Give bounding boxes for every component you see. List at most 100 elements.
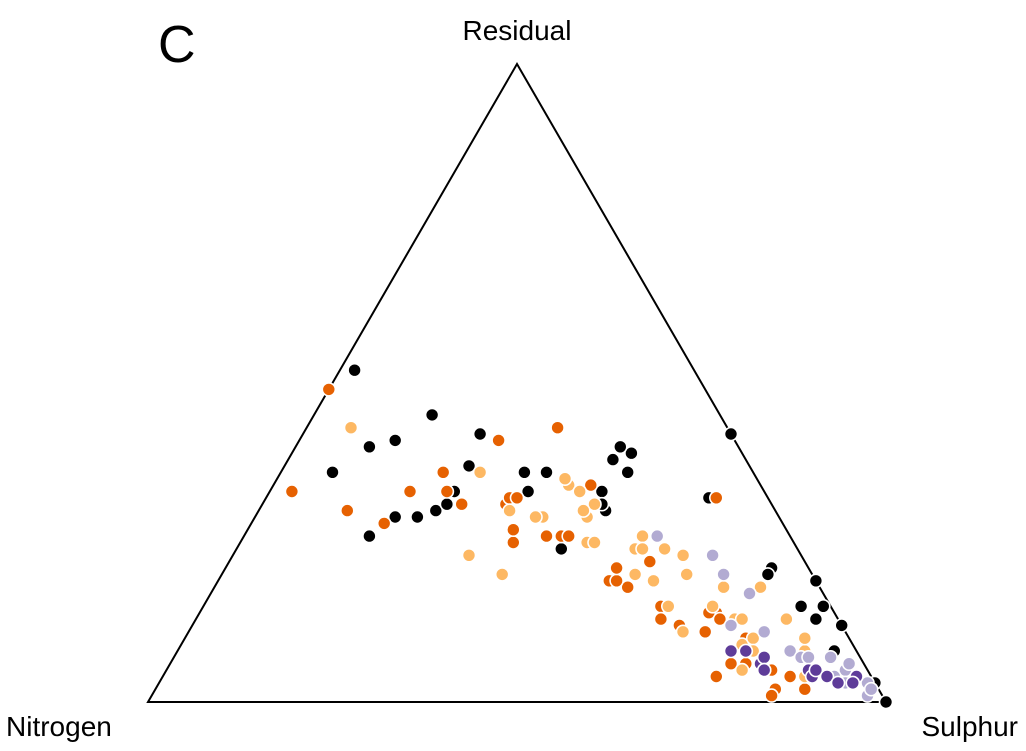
- data-point-dark_orange-5: [439, 484, 455, 499]
- vertex-label-top: Residual: [463, 15, 572, 46]
- data-point-black-26: [793, 598, 809, 614]
- data-point-light_purple-1: [705, 547, 720, 563]
- data-point-dark_orange-11: [509, 490, 525, 506]
- data-point-dark_orange-28: [764, 688, 779, 703]
- data-point-light_orange-1: [461, 547, 477, 563]
- data-point-black-3: [362, 528, 377, 544]
- data-point-black-7: [362, 439, 377, 455]
- data-point-light_orange-20: [734, 611, 750, 627]
- data-point-light_orange-10: [528, 509, 543, 525]
- data-point-black-14: [424, 407, 440, 423]
- data-point-black-1: [428, 503, 444, 518]
- data-point-light_orange-2: [494, 567, 510, 582]
- data-point-light_orange-37: [635, 541, 650, 557]
- data-point-light_orange-26: [753, 579, 768, 595]
- data-point-light_purple-14: [801, 649, 816, 665]
- data-point-dark_orange-24: [708, 669, 724, 684]
- data-point-dark_orange-37: [609, 560, 624, 576]
- data-point-light_orange-31: [576, 503, 591, 518]
- panel-label: C: [158, 16, 196, 74]
- data-point-dark_orange-7: [454, 496, 470, 512]
- data-point-light_orange-36: [660, 598, 676, 614]
- data-point-dark_purple-10: [830, 675, 846, 691]
- data-point-black-30: [808, 573, 824, 589]
- data-point-dark_orange-4: [402, 484, 418, 499]
- data-point-black-5: [387, 509, 403, 525]
- vertex-label-left: Nitrogen: [6, 711, 112, 742]
- data-point-dark_purple-9: [819, 669, 835, 684]
- data-point-light_purple-3: [742, 586, 757, 601]
- data-point-black-13: [539, 464, 554, 480]
- data-point-light_orange-24: [797, 630, 813, 646]
- data-point-light_orange-33: [627, 567, 643, 582]
- data-point-light_orange-17: [675, 547, 691, 563]
- data-point-light_purple-0: [649, 528, 665, 544]
- data-point-light_purple-4: [723, 618, 739, 633]
- data-point-black-11: [520, 484, 536, 499]
- data-point-black-10: [347, 362, 362, 378]
- data-point-black-21: [624, 445, 639, 461]
- data-point-dark_orange-1: [284, 484, 300, 499]
- data-point-light_orange-27: [734, 662, 750, 678]
- data-point-light_orange-4: [472, 464, 488, 480]
- data-point-dark_purple-8: [808, 662, 824, 678]
- data-point-light_orange-14: [635, 528, 650, 544]
- data-point-dark_purple-0: [723, 643, 739, 659]
- data-point-light_orange-25: [779, 611, 794, 627]
- data-point-dark_orange-18: [620, 579, 636, 595]
- data-point-light_orange-13: [587, 496, 602, 512]
- data-point-black-31: [834, 618, 850, 633]
- data-point-dark_orange-34: [583, 477, 599, 493]
- data-point-black-36: [760, 567, 776, 582]
- data-point-black-9: [461, 458, 477, 474]
- data-point-dark_purple-3: [756, 649, 772, 665]
- data-point-black-8: [387, 433, 403, 448]
- data-point-black-22: [620, 464, 636, 480]
- data-point-dark_orange-6: [435, 464, 451, 480]
- data-point-light_orange-7: [557, 471, 573, 487]
- data-point-black-34: [878, 694, 894, 710]
- data-point-light_orange-16: [679, 567, 695, 582]
- data-point-dark_orange-12: [505, 535, 521, 550]
- data-point-dark_purple-12: [845, 675, 861, 691]
- data-point-light_purple-5: [756, 624, 772, 640]
- data-point-dark_orange-39: [708, 490, 724, 506]
- data-point-dark_orange-36: [609, 573, 624, 589]
- points-layer: [284, 362, 894, 710]
- data-point-dark_orange-16: [561, 528, 577, 544]
- data-point-black-20: [605, 452, 621, 467]
- data-point-black-23: [612, 439, 628, 455]
- data-point-light_orange-12: [572, 484, 588, 499]
- data-point-black-27: [808, 611, 824, 627]
- data-point-dark_orange-0: [321, 382, 337, 397]
- data-point-black-12: [517, 464, 532, 480]
- data-point-dark_orange-43: [782, 669, 798, 684]
- data-point-black-37: [723, 426, 739, 442]
- data-point-dark_orange-33: [491, 433, 506, 448]
- data-point-light_orange-9: [502, 503, 517, 518]
- data-point-dark_orange-40: [712, 611, 728, 627]
- data-point-light_orange-34: [646, 573, 661, 589]
- data-point-black-6: [325, 464, 340, 480]
- vertex-label-right: Sulphur: [921, 711, 1018, 742]
- data-point-black-4: [410, 509, 425, 525]
- data-point-light_purple-11: [863, 681, 879, 697]
- data-point-black-17: [553, 541, 569, 557]
- data-point-dark_orange-13: [505, 522, 521, 538]
- data-point-light_orange-18: [716, 579, 731, 595]
- data-point-dark_purple-5: [738, 643, 754, 659]
- data-point-light_purple-8: [841, 656, 857, 672]
- data-point-light_purple-12: [782, 643, 798, 659]
- data-point-dark_orange-2: [339, 503, 355, 518]
- data-point-dark_orange-9: [550, 420, 565, 436]
- data-point-light_purple-2: [716, 567, 731, 582]
- data-point-light_orange-15: [657, 541, 672, 557]
- ternary-triangle: [146, 62, 888, 703]
- data-point-dark_orange-38: [642, 554, 658, 569]
- data-point-black-2: [439, 496, 455, 512]
- data-point-dark_orange-14: [539, 528, 554, 544]
- data-point-light_purple-6: [823, 649, 838, 665]
- data-point-dark_purple-13: [756, 662, 772, 678]
- data-point-light_orange-35: [705, 598, 720, 614]
- data-point-dark_orange-29: [797, 681, 813, 697]
